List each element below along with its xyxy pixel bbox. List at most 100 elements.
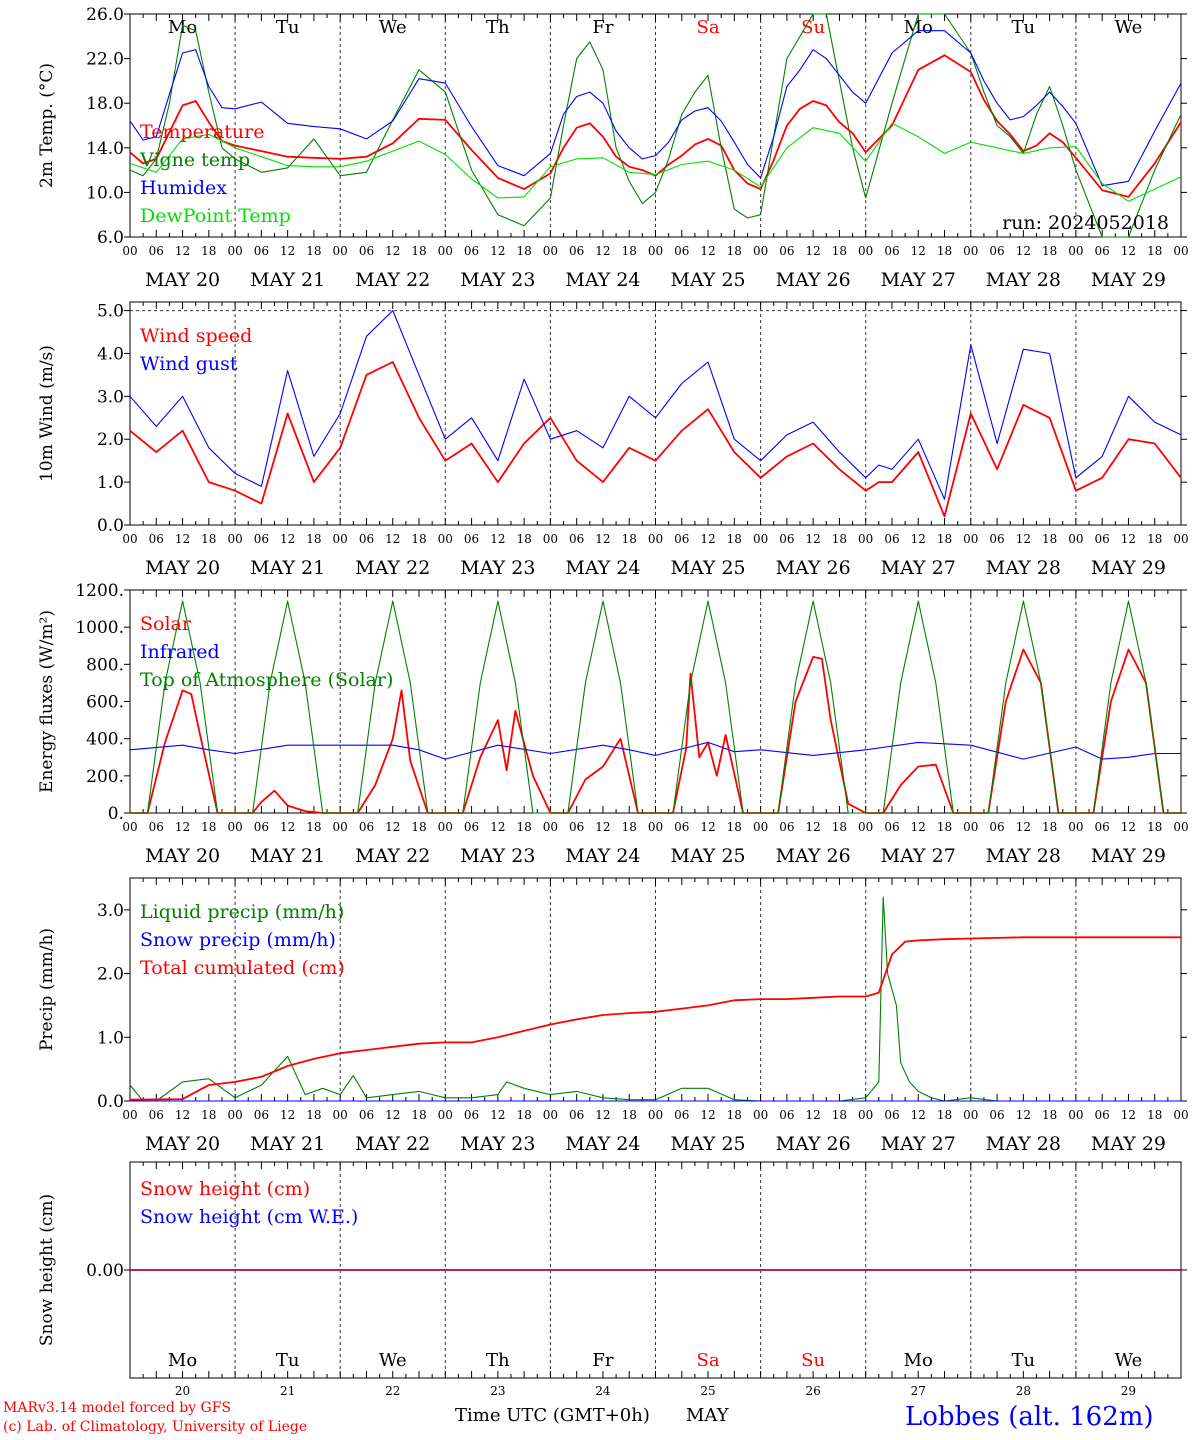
legend-entry: Vigne temp — [139, 149, 250, 171]
hour-tick-label: 18 — [306, 820, 321, 834]
hour-tick-label: 12 — [280, 532, 295, 546]
hour-tick-label: 06 — [1095, 820, 1110, 834]
weekday-label: We — [379, 1350, 407, 1371]
hour-tick-label: 00 — [543, 532, 558, 546]
hour-tick-label: 12 — [490, 1108, 505, 1122]
hour-tick-label: 18 — [937, 1108, 952, 1122]
hour-tick-label: 06 — [254, 820, 269, 834]
hour-tick-label: 12 — [1121, 1108, 1136, 1122]
weekday-label: Tu — [276, 17, 300, 38]
hour-tick-label: 06 — [1095, 532, 1110, 546]
hour-tick-label: 00 — [858, 820, 873, 834]
hour-tick-label: 12 — [1121, 532, 1136, 546]
credit-line-2: (c) Lab. of Climatology, University of L… — [3, 1419, 308, 1435]
date-label: MAY 22 — [355, 1133, 430, 1155]
hour-tick-label: 06 — [359, 532, 374, 546]
hour-tick-label: 18 — [411, 1108, 426, 1122]
legend-entry: Wind gust — [140, 353, 238, 375]
weekday-label: Mo — [904, 17, 933, 38]
hour-tick-label: 00 — [648, 820, 663, 834]
weekday-label: Su — [801, 17, 825, 38]
hour-tick-label: 06 — [674, 244, 689, 258]
date-label: MAY 22 — [355, 845, 430, 867]
hour-tick-label: 00 — [753, 244, 768, 258]
hour-tick-label: 06 — [779, 820, 794, 834]
hour-tick-label: 06 — [254, 244, 269, 258]
hour-tick-label: 06 — [254, 532, 269, 546]
credit-line-1: MARv3.14 model forced by GFS — [3, 1400, 232, 1416]
legend-entry: Snow height (cm W.E.) — [140, 1206, 358, 1228]
hour-tick-label: 00 — [963, 1108, 978, 1122]
hour-tick-label: 18 — [727, 1108, 742, 1122]
date-label: MAY 28 — [986, 557, 1061, 579]
hour-tick-label: 18 — [937, 244, 952, 258]
series-line-3 — [129, 30, 1182, 187]
hour-tick-label: 06 — [464, 532, 479, 546]
hour-tick-label: 18 — [1042, 1108, 1057, 1122]
legend-entry: Total cumulated (cm) — [140, 957, 345, 979]
date-label: MAY 27 — [881, 269, 956, 291]
hour-tick-label: 18 — [727, 532, 742, 546]
hour-tick-label: 12 — [806, 820, 821, 834]
hour-tick-label: 00 — [122, 244, 137, 258]
hour-tick-label: 06 — [989, 1108, 1004, 1122]
weekday-label: Tu — [1012, 17, 1036, 38]
hour-tick-label: 00 — [227, 820, 242, 834]
hour-tick-label: 00 — [753, 532, 768, 546]
y-tick-label: 3.0 — [97, 901, 124, 921]
hour-tick-label: 18 — [937, 532, 952, 546]
date-label: MAY 29 — [1091, 1133, 1166, 1155]
hour-tick-label: 12 — [595, 820, 610, 834]
legend-entry: Liquid precip (mm/h) — [140, 901, 344, 923]
hour-tick-label: 06 — [989, 244, 1004, 258]
y-axis-title: Snow height (cm) — [37, 1194, 57, 1346]
y-tick-label: 2.0 — [97, 430, 124, 450]
hour-tick-label: 00 — [122, 1108, 137, 1122]
hour-tick-label: 00 — [858, 244, 873, 258]
hour-tick-label: 06 — [1095, 1108, 1110, 1122]
hour-tick-label: 00 — [963, 820, 978, 834]
legend-entry: Temperature — [140, 121, 264, 143]
hour-tick-label: 18 — [1042, 244, 1057, 258]
date-label: MAY 24 — [565, 845, 640, 867]
date-label: MAY 29 — [1091, 557, 1166, 579]
y-tick-label: 1.0 — [97, 1028, 124, 1048]
hour-tick-label: 18 — [832, 820, 847, 834]
hour-tick-label: 06 — [884, 532, 899, 546]
hour-tick-label: 12 — [1121, 820, 1136, 834]
weekday-label: Sa — [697, 17, 720, 38]
hour-tick-label: 18 — [411, 820, 426, 834]
hour-tick-label: 06 — [464, 1108, 479, 1122]
hour-tick-label: 12 — [175, 1108, 190, 1122]
hour-tick-label: 00 — [1068, 1108, 1083, 1122]
series-line-3 — [129, 936, 1181, 1101]
y-axis-title: 2m Temp. (°C) — [37, 63, 57, 188]
hour-tick-label: 18 — [622, 244, 637, 258]
hour-tick-label: 06 — [149, 532, 164, 546]
legend-entry: Snow height (cm) — [140, 1178, 310, 1200]
hour-tick-label: 18 — [1147, 532, 1162, 546]
y-axis-title: 10m Wind (m/s) — [37, 345, 57, 482]
hour-tick-label: 12 — [700, 1108, 715, 1122]
weekday-label: Fr — [592, 17, 613, 38]
hour-tick-label: 06 — [359, 244, 374, 258]
hour-tick-label: 00 — [1173, 532, 1188, 546]
legend-entry: Infrared — [140, 641, 220, 663]
date-label: MAY 20 — [145, 845, 220, 867]
hour-tick-label: 12 — [911, 532, 926, 546]
station-name: Lobbes (alt. 162m) — [905, 1402, 1154, 1432]
date-label: MAY 22 — [355, 557, 430, 579]
hour-tick-label: 18 — [832, 532, 847, 546]
hour-tick-label: 12 — [385, 820, 400, 834]
plot-frame — [129, 589, 1182, 814]
date-label: MAY 27 — [881, 845, 956, 867]
date-label: MAY 24 — [565, 269, 640, 291]
legend-entry: Top of Atmosphere (Solar) — [140, 669, 393, 691]
hour-tick-label: 18 — [727, 820, 742, 834]
hour-tick-label: 06 — [779, 244, 794, 258]
hour-tick-label: 18 — [937, 820, 952, 834]
date-label: MAY 23 — [460, 269, 535, 291]
hour-tick-label: 18 — [516, 1108, 531, 1122]
hour-tick-label: 06 — [149, 820, 164, 834]
hour-tick-label: 12 — [280, 244, 295, 258]
